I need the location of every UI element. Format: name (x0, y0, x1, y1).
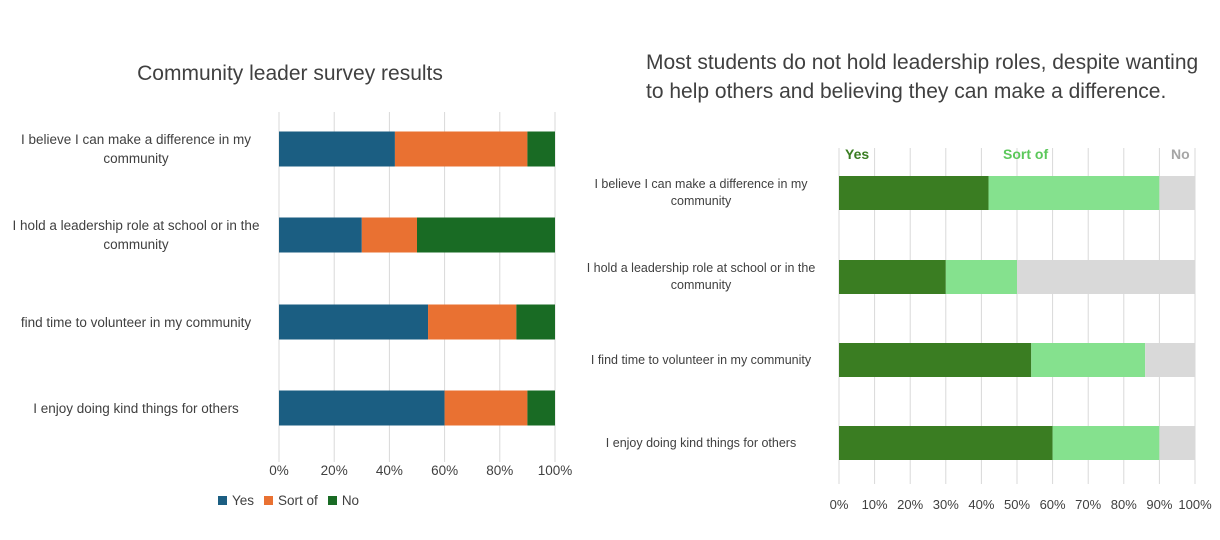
left-bar-sort-of (444, 390, 528, 426)
right-series-header-sort-of: Sort of (1003, 146, 1049, 162)
right-bar-no (1145, 343, 1195, 377)
right-category-label: I enjoy doing kind things for others (605, 435, 797, 450)
left-category-label: I hold a leadership role at school or in… (12, 218, 260, 252)
legend-label: No (341, 493, 360, 508)
left-bar-yes (279, 390, 445, 426)
right-chart-title: Most students do not hold leadership rol… (646, 51, 1199, 103)
left-bar-sort-of (361, 217, 417, 253)
left-bar-no (516, 304, 555, 340)
right-series-header-no: No (1171, 146, 1190, 162)
right-bar-yes (839, 260, 946, 294)
right-x-tick-label: 10% (861, 497, 888, 512)
legend-item: No (327, 493, 360, 508)
right-category-label: I hold a leadership role at school or in… (586, 261, 816, 292)
right-x-tick-label: 90% (1146, 497, 1173, 512)
left-x-tick-label: 40% (375, 463, 403, 478)
right-x-tick-label: 40% (968, 497, 995, 512)
right-category-label: I find time to volunteer in my community (590, 352, 812, 367)
left-bar-no (527, 390, 555, 426)
right-bar-no (1159, 426, 1195, 460)
right-x-tick-label: 80% (1110, 497, 1137, 512)
left-bar-no (417, 217, 555, 253)
right-bar-yes (839, 343, 1032, 377)
right-x-tick-label: 100% (1178, 497, 1212, 512)
right-x-tick-label: 60% (1039, 497, 1066, 512)
right-category-label: I believe I can make a difference in my … (594, 177, 808, 208)
right-x-tick-label: 30% (932, 497, 959, 512)
left-bar-sort-of (428, 304, 517, 340)
right-bar-sort-of (945, 260, 1017, 294)
right-x-tick-label: 50% (1003, 497, 1031, 512)
left-category-label: I enjoy doing kind things for others (33, 400, 239, 416)
right-series-header-yes: Yes (845, 146, 870, 162)
right-bar-sort-of (988, 176, 1160, 210)
legend-swatch (264, 496, 274, 505)
legend-label: Yes (232, 493, 255, 508)
right-bar-yes (839, 426, 1053, 460)
left-chart-legend: Yes Sort of No (218, 493, 369, 508)
right-bar-no (1017, 260, 1195, 294)
right-x-tick-label: 20% (897, 497, 924, 512)
left-x-tick-label: 20% (320, 463, 348, 478)
left-x-tick-label: 100% (537, 463, 573, 478)
right-x-tick-label: 70% (1075, 497, 1102, 512)
left-bar-yes (279, 217, 362, 253)
legend-item: Yes (218, 493, 254, 508)
legend-label: Sort of (278, 493, 318, 508)
legend-item: Sort of (264, 493, 318, 508)
left-category-label: I believe I can make a difference in my … (20, 132, 252, 166)
right-bar-sort-of (1052, 426, 1160, 460)
legend-swatch (218, 496, 227, 505)
right-bar-sort-of (1031, 343, 1146, 377)
left-x-tick-label: 0% (269, 463, 289, 478)
left-x-tick-label: 80% (486, 463, 514, 478)
left-bar-sort-of (394, 131, 528, 167)
left-chart-title: Community leader survey results (137, 62, 443, 85)
right-x-tick-label: 0% (829, 497, 849, 512)
legend-swatch (327, 496, 337, 505)
left-bar-yes (279, 304, 429, 340)
right-bar-no (1159, 176, 1195, 210)
right-bar-yes (839, 176, 989, 210)
left-category-label: find time to volunteer in my community (20, 314, 252, 330)
left-bar-yes (279, 131, 395, 167)
left-x-tick-label: 60% (431, 463, 459, 478)
left-bar-no (527, 131, 555, 167)
